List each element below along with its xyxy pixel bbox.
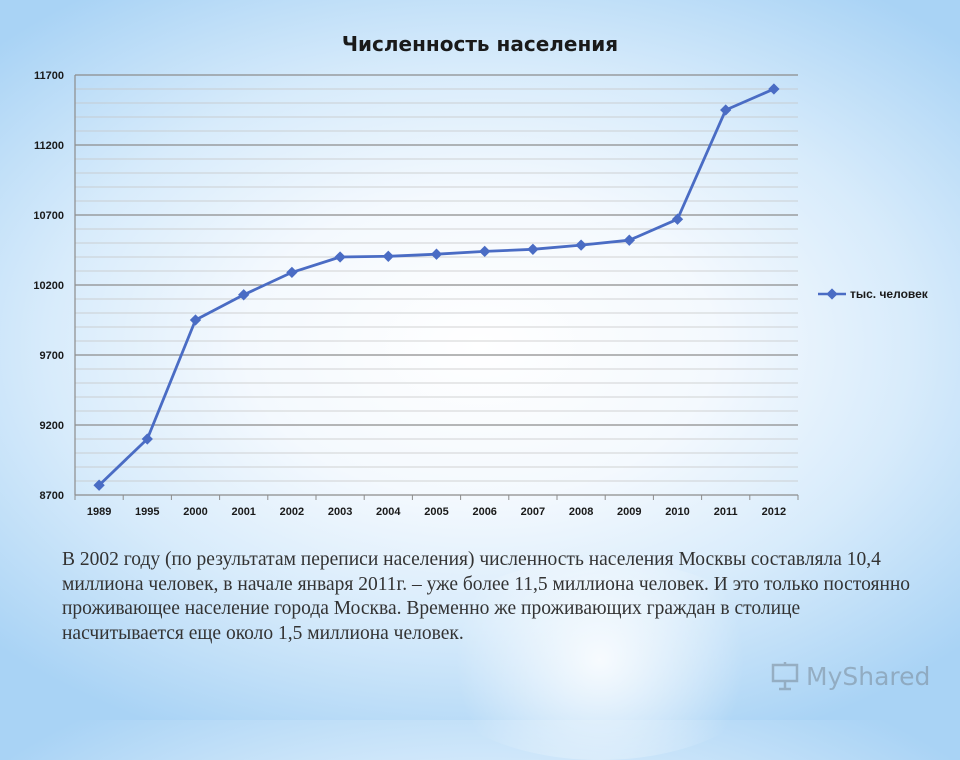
data-point <box>720 104 732 116</box>
legend: тыс. человек <box>818 287 929 301</box>
y-tick-label: 11200 <box>34 140 64 152</box>
x-tick-label: 2001 <box>231 506 255 518</box>
x-tick-label: 2003 <box>328 506 352 518</box>
data-point <box>527 243 539 255</box>
x-tick-label: 2006 <box>472 506 496 518</box>
x-tick-label: 2007 <box>521 506 545 518</box>
gridlines <box>75 74 798 482</box>
data-point <box>479 245 491 258</box>
x-tick-label: 1989 <box>87 506 111 518</box>
presentation-board-icon <box>771 662 799 691</box>
series-line <box>98 87 775 487</box>
x-tick-label: 2010 <box>665 506 689 518</box>
x-tick-label: 2012 <box>762 506 786 518</box>
data-point <box>286 266 298 279</box>
data-point <box>768 83 780 95</box>
population-chart: Численность населения 11700 11200 10700 102… <box>33 32 929 518</box>
y-tick-label: 10200 <box>33 280 64 292</box>
slide: Численность населения 11700 11200 10700 102… <box>33 32 930 760</box>
data-point <box>334 251 346 263</box>
data-point <box>430 248 443 260</box>
data-point <box>189 314 202 326</box>
data-point <box>575 239 587 251</box>
y-tick-label: 11700 <box>34 70 64 82</box>
x-tick-label: 2008 <box>569 506 593 518</box>
data-point <box>671 213 684 225</box>
legend-marker <box>826 288 838 300</box>
data-point <box>238 289 250 301</box>
data-point <box>141 433 153 445</box>
x-tick-labels: 1989 1995 2000 2001 2002 2003 2004 2005 2006 2007… <box>87 506 786 518</box>
data-point <box>623 234 635 246</box>
x-tick-label: 2002 <box>280 506 304 518</box>
x-tick-label: 2004 <box>376 506 401 518</box>
axes <box>74 75 799 500</box>
x-tick-label: 2011 <box>714 506 738 518</box>
x-tick-label: 2000 <box>183 506 207 518</box>
y-tick-label: 10700 <box>33 210 64 222</box>
watermark: MyShared <box>770 660 930 692</box>
watermark-text: MyShared <box>806 661 931 691</box>
y-tick-labels: 11700 11200 10700 10200 9700 9200 8700 <box>33 70 64 502</box>
caption-text: В 2002 году (по результатам переписи нас… <box>62 549 911 644</box>
y-tick-label: 9200 <box>40 420 64 432</box>
y-tick-label: 8700 <box>40 490 64 502</box>
x-tick-label: 2009 <box>617 506 641 518</box>
x-tick-label: 1995 <box>135 506 159 518</box>
y-tick-label: 9700 <box>40 350 64 362</box>
legend-label: тыс. человек <box>850 287 929 301</box>
chart-title: Численность населения <box>342 32 618 56</box>
data-point <box>382 250 394 262</box>
x-tick-label: 2005 <box>424 506 448 518</box>
